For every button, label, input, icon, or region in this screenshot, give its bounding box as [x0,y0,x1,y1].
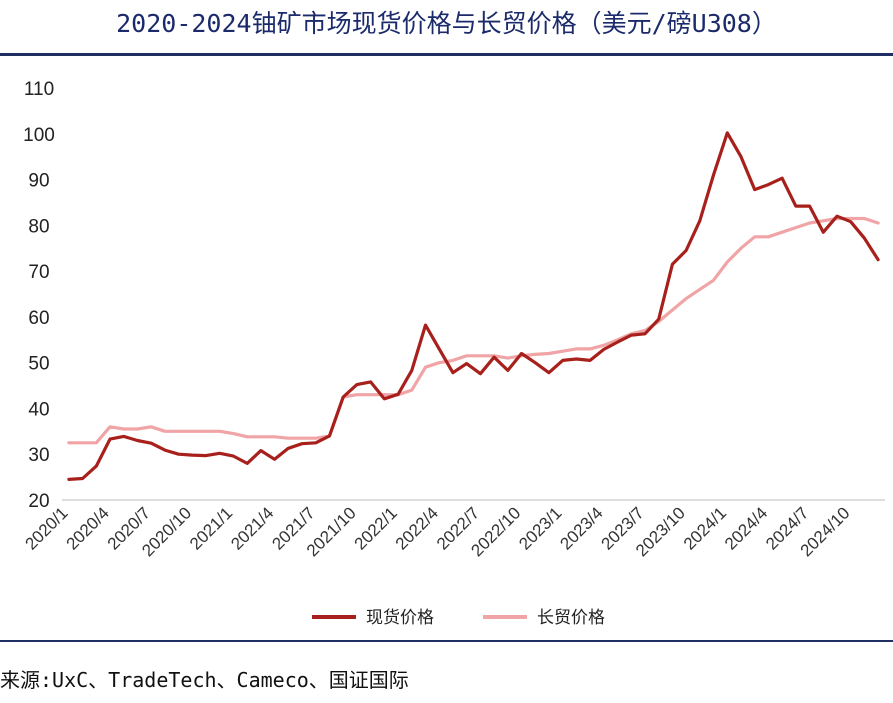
x-axis: 2020/12020/42020/72020/102021/12021/4202… [21,499,885,560]
chart-title: 2020-2024铀矿市场现货价格与长贸价格（美元/磅U308） [116,9,777,38]
x-tick-label: 2021/1 [186,503,236,553]
y-tick-label: 80 [28,216,49,237]
y-tick-label: 50 [28,354,49,375]
x-tick-label: 2021/4 [227,503,277,553]
legend: 现货价格 长贸价格 [312,608,605,628]
y-tick-label: 70 [28,262,49,283]
y-tick-label: 20 [28,491,49,512]
x-tick-label: 2024/1 [680,503,730,553]
y-tick-label: 90 [28,171,49,192]
y-tick-label: 100 [23,125,55,146]
x-tick-label: 2020/4 [63,503,113,553]
spot-price-line [67,131,880,481]
source-note: 来源:UxC、TradeTech、Cameco、国证国际 [0,668,409,692]
x-tick-label: 2023/4 [556,503,606,553]
source-rule [0,640,893,642]
legend-spot-label: 现货价格 [366,608,434,628]
longterm-price-line [67,216,880,445]
title-rule [0,53,893,56]
series-layer [67,131,880,481]
y-tick-label: 110 [24,79,54,100]
y-tick-label: 40 [28,399,49,420]
legend-longterm-label: 长贸价格 [537,608,605,628]
x-tick-label: 2024/4 [721,503,771,553]
y-tick-label: 30 [28,445,49,466]
line-chart: 20 30 40 50 60 70 80 90 100 110 2020/12020/42020/… [21,79,885,628]
x-tick-label: 2023/1 [515,503,565,553]
y-axis: 20 30 40 50 60 70 80 90 100 110 [23,79,55,512]
x-tick-label: 2022/4 [392,503,442,553]
x-tick-label: 2022/1 [351,503,401,553]
y-tick-label: 60 [28,308,49,329]
